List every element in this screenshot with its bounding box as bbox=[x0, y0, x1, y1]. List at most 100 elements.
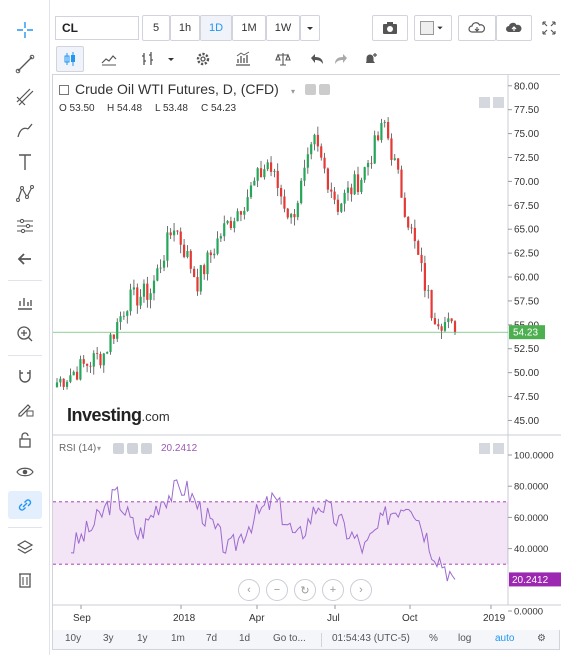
undo-button[interactable] bbox=[306, 46, 328, 72]
candle-body bbox=[229, 220, 233, 228]
rsi-dropdown-icon[interactable]: ▾ bbox=[97, 444, 102, 453]
text-tool-icon[interactable] bbox=[8, 148, 42, 176]
indicators-icon bbox=[236, 51, 250, 66]
candle-body bbox=[149, 293, 152, 300]
candle-body bbox=[102, 353, 105, 366]
color-picker-button[interactable] bbox=[414, 15, 452, 41]
candles-style-button[interactable] bbox=[56, 46, 84, 72]
indicators-icon[interactable] bbox=[8, 288, 42, 316]
interval-5-button[interactable]: 5 bbox=[142, 15, 170, 41]
alert-button[interactable] bbox=[358, 46, 384, 72]
symbol-input[interactable] bbox=[55, 16, 139, 40]
candle-body bbox=[136, 287, 139, 306]
compare-icon bbox=[101, 55, 117, 66]
crosshair-icon[interactable] bbox=[8, 16, 42, 44]
unlock-icon[interactable] bbox=[8, 426, 42, 454]
redo-button[interactable] bbox=[330, 46, 352, 72]
interval-1h-button[interactable]: 1h bbox=[170, 15, 200, 41]
range-7d[interactable]: 7d bbox=[206, 633, 218, 644]
magnet-icon[interactable] bbox=[8, 362, 42, 390]
range-1y[interactable]: 1y bbox=[137, 633, 148, 644]
fullscreen-button[interactable] bbox=[536, 15, 562, 41]
compare-button[interactable] bbox=[92, 46, 126, 72]
range-10y[interactable]: 10y bbox=[65, 633, 82, 644]
rsi-value-label: 20.2412 bbox=[512, 575, 549, 586]
rsi-source-icon[interactable] bbox=[127, 443, 138, 454]
candle-body bbox=[320, 146, 323, 158]
measure-icon[interactable] bbox=[8, 212, 42, 240]
style-dropdown-button[interactable] bbox=[162, 46, 180, 72]
reset-button[interactable]: ↻ bbox=[294, 579, 316, 601]
price-axis-label: 57.50 bbox=[514, 296, 539, 307]
candle-body bbox=[199, 265, 202, 292]
eye-icon[interactable] bbox=[8, 458, 42, 486]
back-arrow-icon[interactable] bbox=[8, 245, 42, 273]
interval-1d-button[interactable]: 1D bbox=[200, 15, 232, 41]
price-chart[interactable]: 80.00 77.50 75.00 72.50 70.00 67.50 65.00 62.50… bbox=[53, 75, 561, 631]
chevron-down-icon bbox=[168, 58, 174, 61]
interval-dropdown-button[interactable] bbox=[300, 15, 320, 41]
candle-body bbox=[89, 365, 92, 367]
goto-button[interactable]: Go to... bbox=[273, 633, 306, 644]
rsi-close-icon[interactable] bbox=[141, 443, 152, 454]
bar-style-button[interactable] bbox=[134, 46, 162, 72]
rsi-settings-icon[interactable] bbox=[113, 443, 124, 454]
candle-body bbox=[453, 321, 457, 333]
brush-icon[interactable] bbox=[8, 116, 42, 144]
range-1m[interactable]: 1m bbox=[171, 633, 185, 644]
range-3y[interactable]: 3y bbox=[103, 633, 114, 644]
candle-body bbox=[353, 174, 356, 195]
settings-button[interactable] bbox=[188, 46, 218, 72]
interval-1m-button[interactable]: 1M bbox=[232, 15, 266, 41]
price-axis-label: 65.00 bbox=[514, 225, 539, 236]
link-icon[interactable] bbox=[8, 491, 42, 519]
gear-icon[interactable]: ⚙ bbox=[537, 633, 546, 644]
time-axis-label: 2019 bbox=[483, 613, 506, 624]
candle-body bbox=[239, 211, 243, 215]
rsi-pane-collapse-icon[interactable] bbox=[479, 443, 490, 454]
scroll-right-button[interactable]: › bbox=[350, 579, 372, 601]
pane-expand-icon[interactable] bbox=[493, 97, 504, 108]
chart-area[interactable]: 80.00 77.50 75.00 72.50 70.00 67.50 65.00 62.50… bbox=[52, 74, 561, 631]
interval-1w-button[interactable]: 1W bbox=[266, 15, 300, 41]
zoom-in-button[interactable]: + bbox=[322, 579, 344, 601]
cloud-download-icon bbox=[468, 22, 486, 33]
trash-icon[interactable] bbox=[8, 566, 42, 594]
compare-scale-button[interactable] bbox=[266, 46, 300, 72]
pane-collapse-icon[interactable] bbox=[479, 97, 490, 108]
zoom-out-button[interactable]: − bbox=[266, 579, 288, 601]
bell-plus-icon bbox=[366, 53, 377, 63]
candle-body bbox=[246, 197, 249, 211]
range-1d[interactable]: 1d bbox=[239, 633, 251, 644]
rsi-line bbox=[70, 479, 456, 582]
candle-body bbox=[162, 260, 166, 268]
candle-body bbox=[366, 162, 370, 168]
close-value: C 54.23 bbox=[201, 103, 237, 114]
layers-icon[interactable] bbox=[8, 534, 42, 562]
time-axis-label: Sep bbox=[73, 613, 91, 624]
candle-body bbox=[276, 170, 279, 188]
candle-body bbox=[373, 135, 376, 164]
indicators-button[interactable] bbox=[226, 46, 260, 72]
legend-dropdown-icon[interactable]: ▾ bbox=[291, 87, 296, 96]
cloud-load-button[interactable] bbox=[458, 15, 496, 41]
percent-toggle[interactable]: % bbox=[429, 633, 438, 644]
legend-close-icon[interactable] bbox=[319, 84, 330, 95]
pattern-icon[interactable] bbox=[8, 180, 42, 208]
auto-toggle[interactable]: auto bbox=[495, 633, 515, 644]
legend-settings-icon[interactable] bbox=[305, 84, 316, 95]
candle-body bbox=[206, 252, 209, 275]
fib-tool-icon[interactable] bbox=[8, 83, 42, 111]
log-toggle[interactable]: log bbox=[458, 633, 472, 644]
rsi-pane-expand-icon[interactable] bbox=[493, 443, 504, 454]
zoom-icon[interactable] bbox=[8, 320, 42, 348]
trend-line-icon[interactable] bbox=[8, 50, 42, 78]
cloud-save-button[interactable] bbox=[496, 15, 532, 41]
price-axis-label: 47.50 bbox=[514, 392, 539, 403]
legend-collapse-icon[interactable] bbox=[59, 85, 69, 95]
candle-body bbox=[223, 223, 226, 237]
lock-drawing-icon[interactable] bbox=[8, 394, 42, 422]
screenshot-button[interactable] bbox=[372, 15, 408, 41]
scroll-left-button[interactable]: ‹ bbox=[238, 579, 260, 601]
candle-body bbox=[413, 227, 416, 242]
